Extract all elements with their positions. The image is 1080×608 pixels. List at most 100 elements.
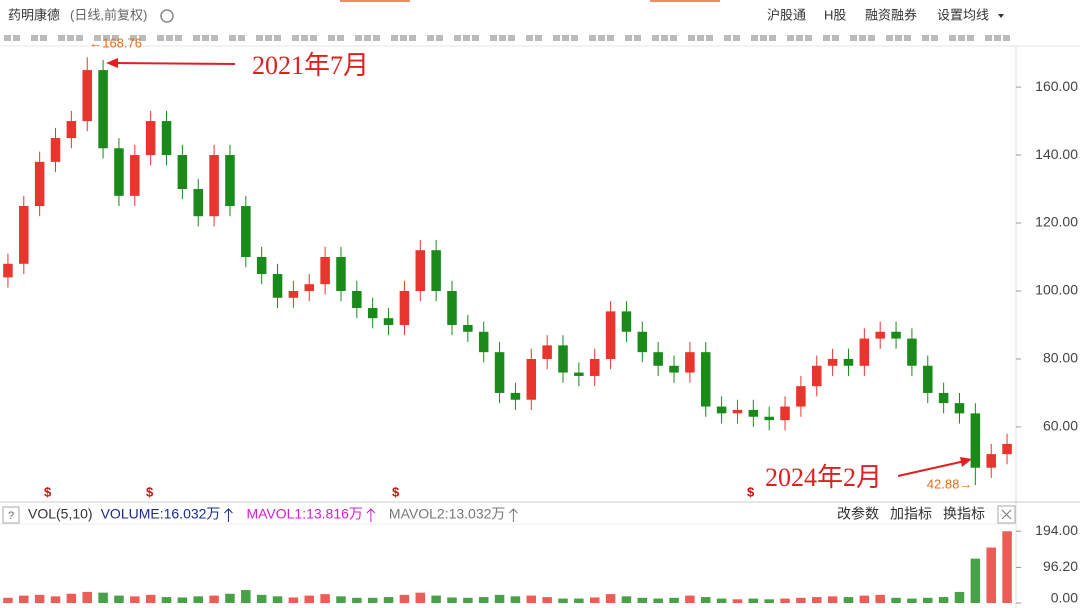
candle-body — [19, 206, 29, 264]
candle-body — [796, 386, 806, 407]
volume-bar — [954, 591, 965, 603]
candle-body — [732, 409, 743, 414]
volume-legend: MAVOL2:13.032万 — [389, 506, 505, 522]
volume-bar — [225, 593, 235, 603]
candle-body — [669, 365, 679, 373]
y-tick-label: 80.00 — [1043, 350, 1078, 366]
volume-bar — [843, 597, 854, 603]
candle-body — [875, 331, 885, 339]
y-tick-label: 194.00 — [1035, 522, 1078, 538]
candle-body — [352, 290, 362, 308]
toolbar-item[interactable]: H股 — [824, 7, 846, 22]
volume-bar — [589, 597, 600, 603]
toolbar-item[interactable]: 设置均线 — [937, 7, 989, 22]
candle-body — [256, 257, 267, 274]
event-marker[interactable]: $ — [747, 484, 755, 499]
y-tick-label: 60.00 — [1043, 418, 1078, 434]
candle-body — [193, 189, 203, 217]
volume-bar — [970, 558, 981, 603]
annotation-arrow — [897, 460, 966, 477]
candle-body — [716, 406, 727, 414]
trend-arrow — [509, 508, 518, 522]
volume-bar — [82, 591, 92, 603]
blur-block — [535, 35, 542, 41]
toolbar-item[interactable]: 沪股通 — [767, 7, 806, 22]
candle-body — [954, 403, 965, 414]
blur-block — [76, 35, 83, 41]
candle-body — [399, 290, 410, 325]
volume-bar — [98, 592, 108, 603]
settings-icon[interactable] — [160, 9, 174, 23]
indicator-button[interactable]: 换指标 — [943, 506, 985, 522]
close-button[interactable] — [997, 505, 1016, 524]
blur-block — [157, 35, 164, 41]
volume-bar — [875, 594, 885, 603]
blur-block — [202, 35, 209, 41]
tab-indicator — [340, 0, 410, 2]
volume-bar — [241, 590, 251, 603]
volume-bar — [827, 596, 838, 603]
blur-block — [256, 35, 263, 41]
tab-indicator — [650, 0, 720, 2]
blur-block — [670, 35, 677, 41]
volume-bar — [796, 597, 806, 603]
blur-block — [904, 35, 911, 41]
candle-body — [938, 392, 949, 404]
volume-bar — [352, 597, 362, 603]
event-marker[interactable]: $ — [44, 484, 52, 499]
candle-body — [859, 338, 870, 366]
volume-bar — [542, 597, 552, 603]
candle-body — [621, 311, 632, 332]
trend-arrow — [366, 508, 376, 522]
volume-bar — [431, 595, 441, 603]
blur-block — [706, 35, 713, 41]
blur-block — [301, 35, 308, 41]
volume-bar — [304, 595, 315, 603]
blur-block — [103, 35, 110, 41]
volume-bar — [34, 594, 45, 603]
dividend-markers: $ $ $ $ — [44, 484, 755, 499]
candle-body — [494, 352, 505, 393]
indicator-button[interactable]: 加指标 — [890, 506, 932, 522]
blur-block — [607, 35, 614, 41]
blur-block — [769, 35, 776, 41]
help-button[interactable] — [2, 506, 20, 524]
candle-body — [589, 358, 600, 376]
blur-block — [751, 35, 758, 41]
volume-bar — [923, 597, 933, 603]
blur-block — [238, 35, 245, 41]
volume-bar — [50, 596, 61, 603]
volume-bar — [3, 597, 13, 603]
volume-bar — [320, 594, 330, 603]
blur-block — [499, 35, 506, 41]
event-marker[interactable]: $ — [392, 484, 400, 499]
event-marker[interactable]: $ — [146, 484, 154, 499]
candle-body — [653, 352, 663, 366]
indicator-button[interactable]: 改参数 — [837, 506, 879, 522]
candle-body — [336, 257, 346, 291]
candle-body — [415, 250, 426, 291]
blurred-info-row — [4, 35, 1010, 41]
volume-bar — [447, 597, 457, 603]
blur-block — [40, 35, 47, 41]
volume-bar — [859, 595, 870, 603]
toolbar-item[interactable]: 融资融券 — [865, 7, 917, 22]
blur-block — [526, 35, 533, 41]
blur-block — [436, 35, 443, 41]
volume-bar — [288, 597, 299, 603]
blur-block — [967, 35, 974, 41]
candle-body — [241, 206, 251, 258]
volume-bar — [938, 597, 949, 603]
volume-bar — [716, 598, 727, 603]
candle-body — [748, 409, 759, 417]
blur-block — [31, 35, 38, 41]
annotation-arrowhead — [960, 457, 972, 467]
blur-block — [850, 35, 857, 41]
candle-body — [114, 148, 124, 196]
blur-block — [4, 35, 11, 41]
blur-block — [454, 35, 461, 41]
blur-block — [211, 35, 218, 41]
blur-block — [112, 35, 119, 41]
volume-bar — [177, 597, 188, 603]
